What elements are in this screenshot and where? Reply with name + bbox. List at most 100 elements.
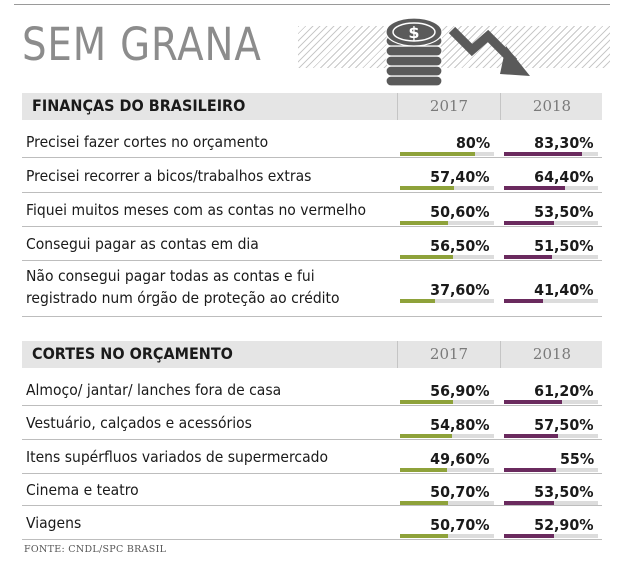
table-row: Fiquei muitos meses com as contas no ver… bbox=[22, 193, 602, 227]
top-rule bbox=[14, 4, 610, 5]
value-label: 54,80% bbox=[430, 416, 490, 434]
value-label: 53,50% bbox=[534, 483, 594, 501]
row-divider bbox=[22, 226, 602, 227]
value-cell: 49,60% bbox=[400, 445, 494, 472]
bar-2018 bbox=[504, 299, 543, 303]
section-title: CORTES NO ORÇAMENTO bbox=[32, 344, 233, 363]
bar-2017 bbox=[400, 434, 452, 438]
value-label: 50,60% bbox=[430, 203, 490, 221]
value-cell: 51,50% bbox=[504, 232, 598, 259]
table-row: Cinema e teatro 50,70% 53,50% bbox=[22, 474, 602, 506]
row-label: Cinema e teatro bbox=[26, 481, 139, 499]
value-cell: 50,70% bbox=[400, 511, 494, 538]
section-header: FINANÇAS DO BRASILEIRO 2017 2018 bbox=[22, 93, 602, 120]
value-label: 55% bbox=[559, 450, 594, 468]
row-divider bbox=[22, 192, 602, 193]
downward-trend-arrow-icon bbox=[448, 26, 530, 76]
value-cell: 37,60% bbox=[400, 276, 494, 303]
value-cell: 80% bbox=[400, 129, 494, 156]
value-label: 50,70% bbox=[430, 516, 490, 534]
value-label: 56,90% bbox=[430, 382, 490, 400]
bar-2018 bbox=[504, 468, 556, 472]
bar-2017 bbox=[400, 468, 447, 472]
bar-2018 bbox=[504, 501, 554, 505]
table-row: Precisei fazer cortes no orçamento 80% 83,… bbox=[22, 125, 602, 158]
row-label: Itens supérfluos variados de supermercad… bbox=[26, 448, 329, 466]
coin-stack-icon: $ bbox=[385, 17, 443, 87]
row-divider bbox=[22, 539, 602, 540]
row-divider bbox=[22, 260, 602, 261]
page-title: SEM GRANA bbox=[22, 18, 262, 71]
value-label: 61,20% bbox=[534, 382, 594, 400]
bar-2017 bbox=[400, 152, 475, 156]
value-cell: 57,50% bbox=[504, 411, 598, 438]
bar-2017 bbox=[400, 501, 448, 505]
row-label: registrado num órgão de proteção ao créd… bbox=[26, 289, 340, 307]
value-label: 50,70% bbox=[430, 483, 490, 501]
value-cell: 55% bbox=[504, 445, 598, 472]
value-cell: 41,40% bbox=[504, 276, 598, 303]
value-label: 41,40% bbox=[534, 281, 594, 299]
value-cell: 56,50% bbox=[400, 232, 494, 259]
row-divider bbox=[22, 505, 602, 506]
column-header-year: 2018 bbox=[500, 93, 603, 120]
bar-2017 bbox=[400, 534, 448, 538]
bar-2018 bbox=[504, 255, 552, 259]
value-label: 57,50% bbox=[534, 416, 594, 434]
section-header: CORTES NO ORÇAMENTO 2017 2018 bbox=[22, 341, 602, 368]
value-label: 53,50% bbox=[534, 203, 594, 221]
table-row: Vestuário, calçados e acessórios 54,80% 57… bbox=[22, 406, 602, 440]
value-label: 52,90% bbox=[534, 516, 594, 534]
value-label: 49,60% bbox=[430, 450, 490, 468]
row-divider bbox=[22, 157, 602, 158]
row-label: Precisei fazer cortes no orçamento bbox=[26, 133, 269, 151]
bar-2018 bbox=[504, 152, 582, 156]
table-row: Não consegui pagar todas as contas e fui… bbox=[22, 261, 602, 317]
value-cell: 54,80% bbox=[400, 411, 494, 438]
dollar-sign-icon: $ bbox=[408, 23, 419, 42]
value-cell: 50,60% bbox=[400, 198, 494, 225]
bar-track bbox=[504, 299, 598, 303]
row-divider bbox=[22, 439, 602, 440]
table-row: Itens supérfluos variados de supermercad… bbox=[22, 440, 602, 474]
bar-2018 bbox=[504, 534, 554, 538]
row-divider bbox=[22, 316, 602, 317]
value-cell: 52,90% bbox=[504, 511, 598, 538]
column-header-year: 2017 bbox=[397, 93, 500, 120]
table-row: Precisei recorrer a bicos/trabalhos extr… bbox=[22, 158, 602, 193]
row-label: Vestuário, calçados e acessórios bbox=[26, 414, 252, 432]
bar-2017 bbox=[400, 186, 454, 190]
bar-2018 bbox=[504, 186, 565, 190]
value-cell: 56,90% bbox=[400, 377, 494, 404]
value-cell: 57,40% bbox=[400, 163, 494, 190]
table-row: Viagens 50,70% 52,90% bbox=[22, 506, 602, 540]
value-label: 80% bbox=[455, 134, 490, 152]
bar-track bbox=[400, 468, 494, 472]
column-header-year: 2018 bbox=[500, 341, 603, 368]
value-label: 64,40% bbox=[534, 168, 594, 186]
row-label: Viagens bbox=[26, 514, 82, 532]
row-label: Almoço/ jantar/ lanches fora de casa bbox=[26, 381, 282, 399]
bar-2018 bbox=[504, 434, 558, 438]
value-label: 51,50% bbox=[534, 237, 594, 255]
bar-2017 bbox=[400, 255, 453, 259]
section-title: FINANÇAS DO BRASILEIRO bbox=[32, 96, 246, 115]
value-label: 83,30% bbox=[534, 134, 594, 152]
value-cell: 53,50% bbox=[504, 198, 598, 225]
row-label: Consegui pagar as contas em dia bbox=[26, 235, 259, 253]
bar-2018 bbox=[504, 400, 562, 404]
value-cell: 61,20% bbox=[504, 377, 598, 404]
table-row: Consegui pagar as contas em dia 56,50% 51,… bbox=[22, 227, 602, 261]
value-label: 37,60% bbox=[430, 281, 490, 299]
row-label: Não consegui pagar todas as contas e fui bbox=[26, 267, 315, 285]
value-cell: 83,30% bbox=[504, 129, 598, 156]
row-divider bbox=[22, 405, 602, 406]
value-cell: 50,70% bbox=[400, 478, 494, 505]
bar-2017 bbox=[400, 400, 453, 404]
bar-track bbox=[400, 299, 494, 303]
value-label: 57,40% bbox=[430, 168, 490, 186]
row-divider bbox=[22, 473, 602, 474]
row-label: Precisei recorrer a bicos/trabalhos extr… bbox=[26, 167, 312, 185]
row-label: Fiquei muitos meses com as contas no ver… bbox=[26, 201, 367, 219]
source-note: FONTE: CNDL/SPC BRASIL bbox=[24, 544, 167, 555]
